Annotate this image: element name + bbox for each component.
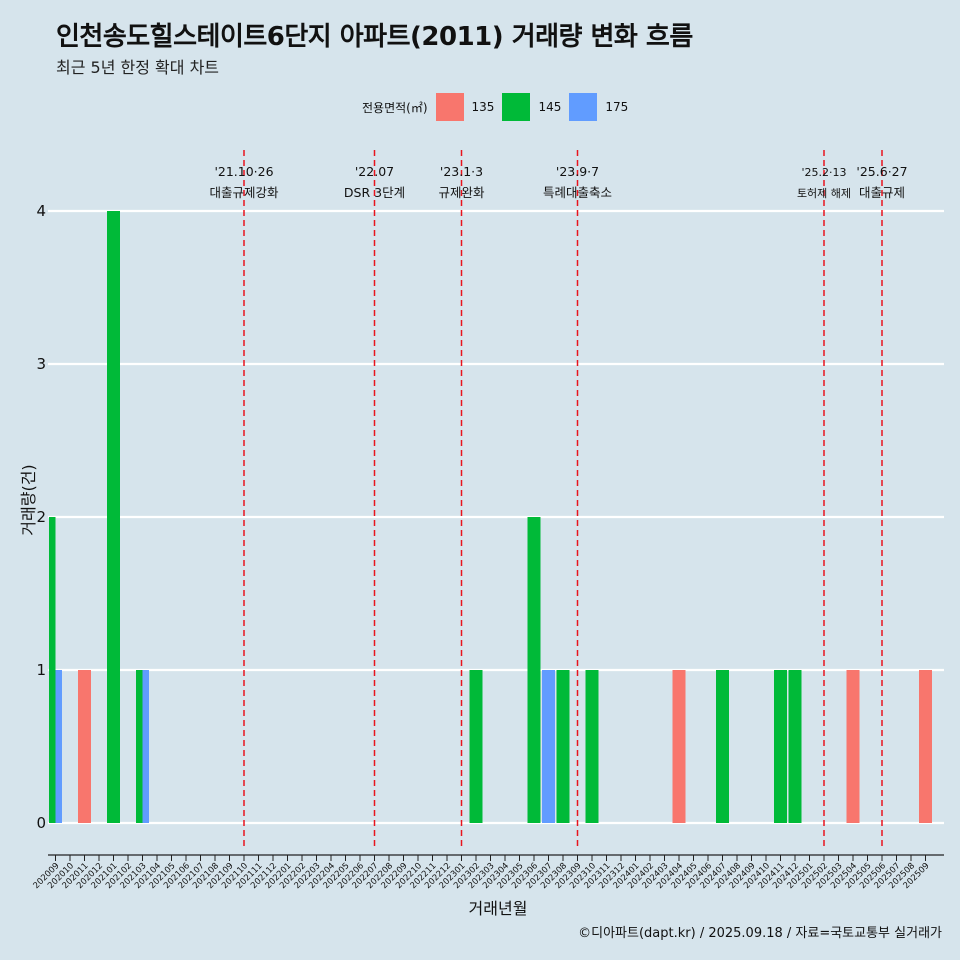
bar-135-202509 (919, 670, 932, 823)
event-date-202309: '23.9·7 (556, 164, 599, 179)
event-label-202207: DSR 3단계 (344, 185, 405, 200)
bar-175-202103 (142, 670, 149, 823)
bar-145-202302 (469, 670, 483, 823)
event-label-202502: 토허제 해제 (797, 186, 851, 200)
y-tick-label-2: 2 (36, 508, 46, 526)
legend-item-145: 145 (502, 93, 561, 121)
y-axis-title: 거래량(건) (19, 464, 38, 535)
legend-label-135: 135 (471, 100, 495, 114)
bar-145-202009 (49, 517, 56, 823)
legend-title: 전용면적(㎡) (362, 100, 428, 115)
event-label-202309: 특례대출축소 (543, 185, 612, 200)
legend: 전용면적(㎡) 135 145 175 (362, 93, 636, 121)
bar-135-202504 (846, 670, 860, 823)
legend-item-135: 135 (435, 93, 495, 121)
source-caption: ©디아파트(dapt.kr) / 2025.09.18 / 자료=국토교통부 실… (578, 926, 942, 941)
bar-145-202308 (556, 670, 570, 823)
chart-subtitle: 최근 5년 한정 확대 차트 (56, 58, 220, 77)
bar-175-202307 (542, 670, 555, 823)
bar-145-202103 (136, 670, 143, 823)
legend-key-135 (435, 93, 464, 121)
bar-135-202011 (78, 670, 91, 823)
bar-145-202310 (585, 670, 599, 823)
bar-145-202412 (788, 670, 802, 823)
bar-145-202407 (716, 670, 729, 823)
event-label-202301: 규제완화 (438, 185, 485, 200)
y-tick-label-3: 3 (36, 355, 46, 373)
event-date-202110: '21.10·26 (214, 164, 273, 179)
bar-145-202101 (107, 211, 120, 823)
y-tick-label-1: 1 (36, 661, 46, 679)
legend-item-175: 175 (569, 93, 628, 121)
y-tick-label-0: 0 (36, 814, 46, 832)
event-date-202502: '25.2·13 (801, 166, 846, 179)
event-date-202301: '23.1·3 (440, 164, 483, 179)
y-tick-label-4: 4 (36, 202, 46, 220)
legend-key-175 (569, 93, 598, 121)
event-label-202506: 대출규제 (859, 185, 905, 200)
event-label-202110: 대출규제강화 (209, 185, 279, 200)
bar-145-202411 (774, 670, 787, 823)
bar-175-202009 (55, 670, 62, 823)
bar-135-202404 (672, 670, 686, 823)
legend-key-145 (502, 93, 531, 121)
legend-label-145: 145 (538, 100, 562, 114)
chart-title: 인천송도힐스테이트6단지 아파트(2011) 거래량 변화 흐름 (56, 22, 693, 52)
bar-145-202306 (527, 517, 541, 823)
legend-label-175: 175 (605, 100, 629, 114)
event-date-202207: '22.07 (355, 164, 394, 179)
event-date-202506: '25.6·27 (856, 164, 907, 179)
x-axis-title: 거래년월 (469, 899, 528, 918)
